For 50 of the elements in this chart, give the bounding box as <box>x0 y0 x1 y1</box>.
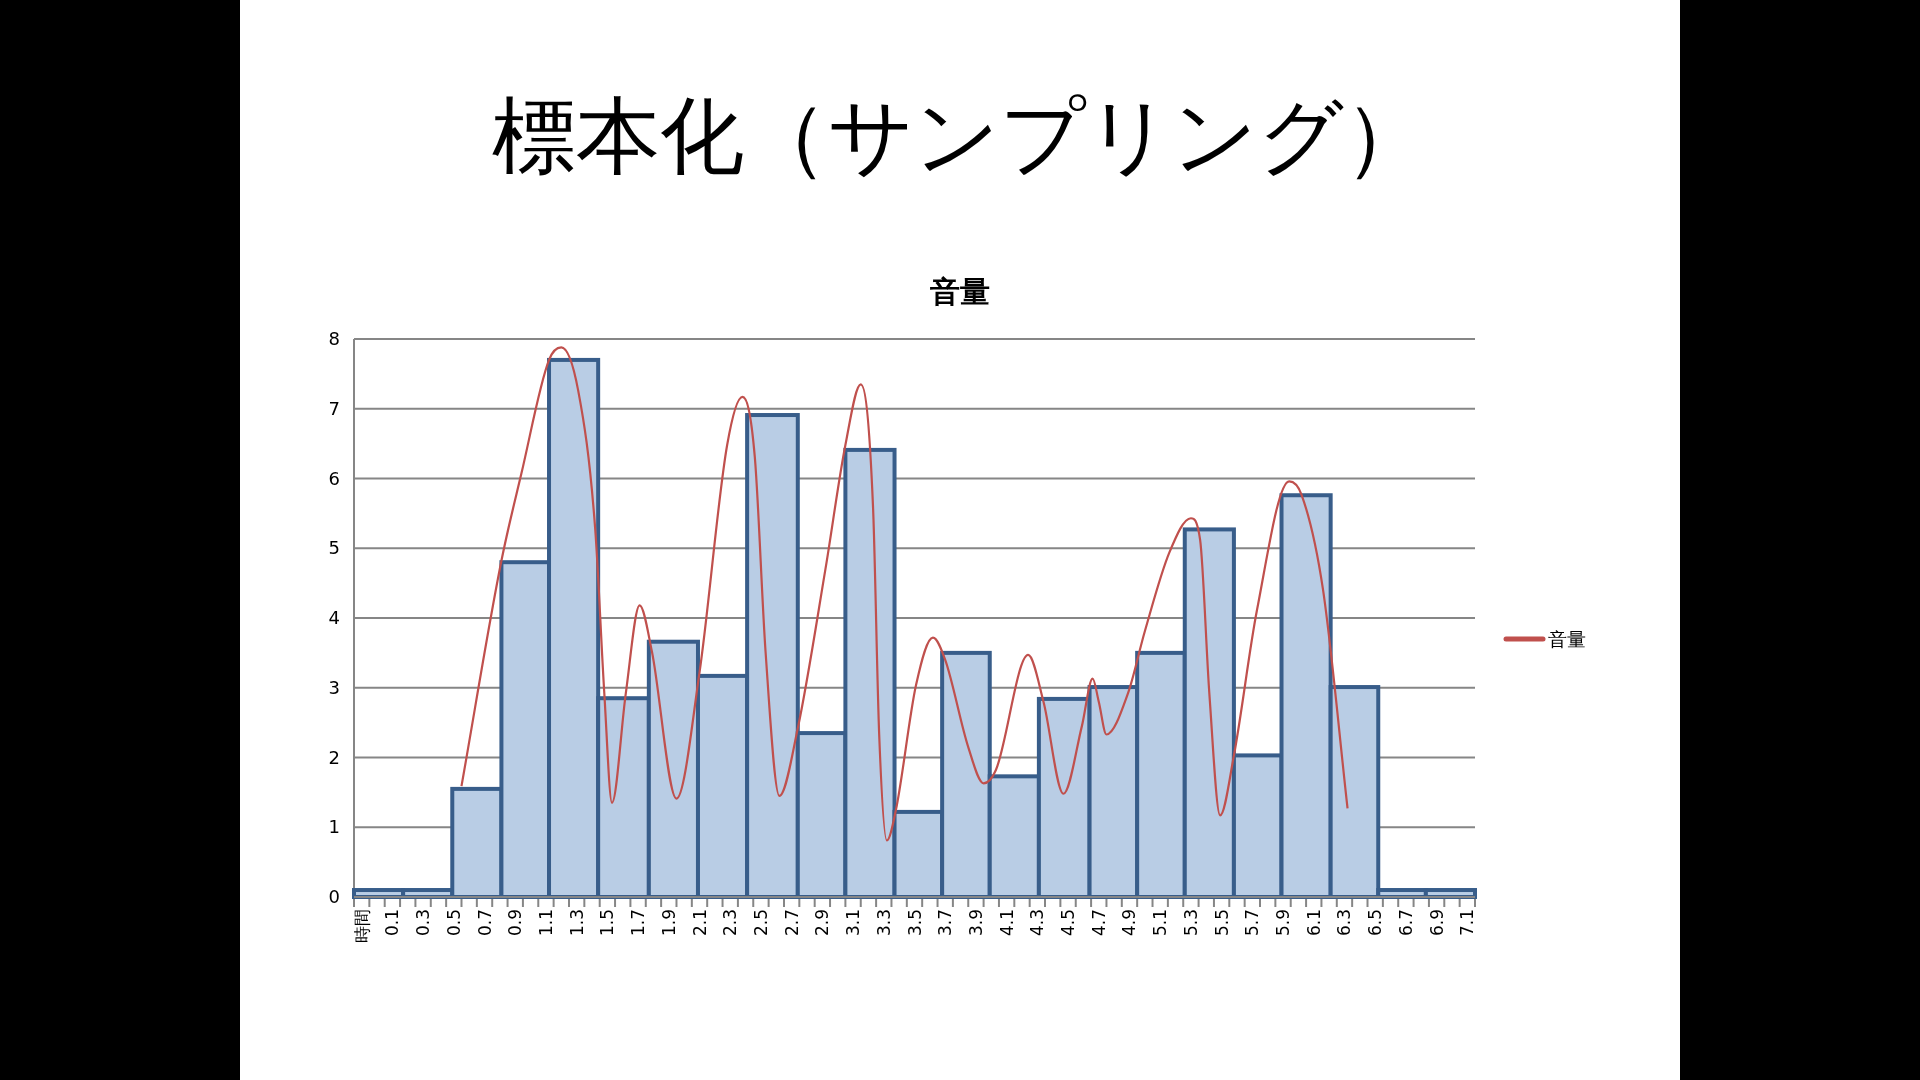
x-tick-label: 1.1 <box>535 909 556 937</box>
x-tick-label: 4.1 <box>996 909 1017 937</box>
x-tick-label: 3.7 <box>935 909 956 937</box>
x-tick-label: 3.3 <box>873 909 894 937</box>
x-tick-label: 0.7 <box>474 909 495 937</box>
x-tick-label: 6.7 <box>1395 909 1416 937</box>
y-tick-label: 2 <box>328 746 340 768</box>
x-tick-label: 1.9 <box>658 909 679 937</box>
x-tick-label: 0.3 <box>413 909 434 937</box>
x-tick-label: 2.3 <box>720 909 741 937</box>
x-tick-label: 5.3 <box>1180 909 1201 937</box>
x-tick-label: 2.9 <box>812 909 833 937</box>
x-tick-label: 1.5 <box>597 909 618 937</box>
x-tick-label: 2.1 <box>689 909 710 937</box>
x-tick-label: 4.5 <box>1058 909 1079 937</box>
x-tick-label: 3.5 <box>904 909 925 937</box>
y-tick-label: 6 <box>328 467 340 489</box>
x-tick-label: 5.7 <box>1242 909 1263 937</box>
x-tick-label: 7.1 <box>1457 909 1478 937</box>
x-tick-label: 2.5 <box>750 909 771 937</box>
legend-label: 音量 <box>1548 628 1586 650</box>
x-tick-label: 3.9 <box>965 909 986 937</box>
y-tick-label: 3 <box>328 676 340 698</box>
x-tick-label: 時間 <box>351 909 372 943</box>
x-tick-label: 0.5 <box>443 909 464 937</box>
x-tick-label: 4.7 <box>1088 909 1109 937</box>
x-tick-label: 6.5 <box>1365 909 1386 937</box>
x-tick-label: 4.3 <box>1027 909 1048 937</box>
x-tick-label: 0.9 <box>505 909 526 937</box>
x-tick-label: 0.1 <box>382 909 403 937</box>
x-tick-label: 6.9 <box>1426 909 1447 937</box>
x-tick-label: 3.1 <box>843 909 864 937</box>
y-tick-label: 4 <box>328 607 340 628</box>
x-tick-label: 1.7 <box>628 909 649 937</box>
y-tick-label: 0 <box>328 886 340 907</box>
x-tick-label: 5.1 <box>1150 909 1171 937</box>
y-tick-label: 7 <box>328 397 340 419</box>
y-tick-label: 8 <box>328 328 340 349</box>
x-tick-label: 2.7 <box>781 909 802 937</box>
x-tick-label: 6.3 <box>1334 909 1355 937</box>
x-tick-label: 5.5 <box>1211 909 1232 937</box>
legend-item: 音量 <box>1503 628 1586 650</box>
x-tick-label: 5.9 <box>1273 909 1294 937</box>
chart-title: 標本化（サンプリング） <box>492 87 1428 185</box>
chart-subtitle: 音量 <box>930 274 990 309</box>
y-tick-label: 5 <box>328 537 340 559</box>
y-tick-label: 1 <box>328 816 340 838</box>
x-tick-label: 4.9 <box>1119 909 1140 937</box>
x-tick-label: 1.3 <box>566 909 587 937</box>
x-tick-label: 6.1 <box>1303 909 1324 937</box>
